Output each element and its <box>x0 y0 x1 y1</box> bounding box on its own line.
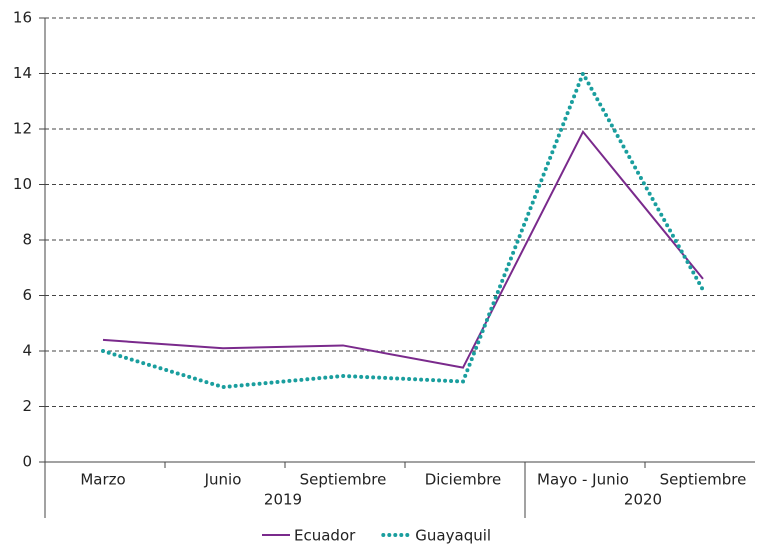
y-tick-label: 6 <box>22 286 32 304</box>
y-tick-label: 16 <box>13 9 32 27</box>
y-tick-label: 14 <box>13 64 32 82</box>
x-group-label: 2019 <box>264 491 302 509</box>
x-tick-label: Diciembre <box>425 471 502 489</box>
y-tick-label: 4 <box>22 342 32 360</box>
x-tick-label: Marzo <box>80 471 125 489</box>
line-ecuador <box>102 129 704 369</box>
x-tick-label: Septiembre <box>300 471 387 489</box>
legend-label: Guayaquil <box>415 527 491 545</box>
y-tick-label: 12 <box>13 120 32 138</box>
x-tick-label: Septiembre <box>660 471 747 489</box>
x-group-label: 2020 <box>624 491 662 509</box>
y-tick-label: 8 <box>22 231 32 249</box>
y-tick-label: 0 <box>22 453 32 471</box>
y-tick-label: 10 <box>13 175 32 193</box>
x-tick-label: Mayo - Junio <box>537 471 629 489</box>
y-tick-label: 2 <box>22 397 32 415</box>
legend-label: Ecuador <box>294 527 356 545</box>
line-guayaquil <box>101 68 705 390</box>
x-tick-label: Junio <box>204 471 242 489</box>
